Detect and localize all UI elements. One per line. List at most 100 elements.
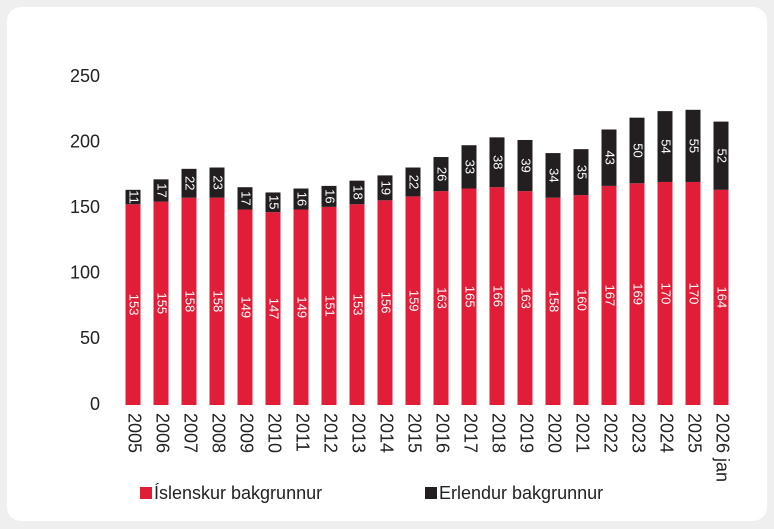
bar-segment [377,200,393,405]
bar-segment [181,168,197,198]
x-tick-label: 2008 [208,413,228,453]
bar-segment [433,191,449,405]
legend-swatch [425,487,437,499]
bar-segment [461,145,477,189]
value-label: 15 [267,195,282,209]
value-label: 52 [715,148,730,162]
value-label: 50 [631,143,646,157]
bar-segment [153,201,169,405]
x-tick-label: 2024 [656,413,676,453]
bar-segment [349,204,365,405]
bar-segment [209,167,225,198]
value-label: 54 [659,139,674,153]
value-label: 170 [659,283,674,305]
bar-segment [629,183,645,405]
value-label: 163 [435,287,450,309]
value-label: 155 [155,292,170,314]
bar-segment [601,129,617,186]
x-tick-label: 2020 [544,413,564,453]
x-tick-label: 2011 [292,413,312,452]
value-label: 16 [323,189,338,203]
x-tick-label: 2014 [376,413,396,453]
x-tick-label: 2025 [684,413,704,453]
value-label: 17 [155,183,170,197]
legend-label: Erlendur bakgrunnur [439,483,603,503]
legend-swatch [140,487,152,499]
value-label: 160 [575,289,590,311]
x-tick-label: 2026 jan [712,413,732,482]
value-label: 153 [127,294,142,316]
value-label: 34 [547,168,562,182]
bar-segment [573,195,589,405]
x-tick-label: 2006 [152,413,172,453]
value-label: 170 [687,283,702,305]
bar-segment [349,180,365,205]
value-label: 19 [379,181,394,195]
value-label: 163 [519,287,534,309]
bar-segment [265,212,281,405]
value-label: 17 [239,191,254,205]
bar-segment [545,197,561,405]
value-label: 166 [491,285,506,307]
bar-segment [629,117,645,184]
bar-segment [405,196,421,405]
x-tick-label: 2019 [516,413,536,453]
x-tick-label: 2012 [320,413,340,453]
value-label: 38 [491,155,506,169]
value-label: 156 [379,292,394,314]
value-label: 39 [519,158,534,172]
value-label: 158 [211,291,226,313]
value-label: 16 [295,192,310,206]
bar-segment [573,149,589,196]
value-label: 158 [547,291,562,313]
bar-segment [657,181,673,405]
value-label: 43 [603,150,618,164]
bar-segment [433,157,449,192]
y-tick-label: 50 [80,328,100,348]
value-label: 159 [407,290,422,312]
value-label: 55 [687,139,702,153]
bar-segment [685,109,701,182]
value-label: 22 [183,176,198,190]
x-tick-label: 2007 [180,413,200,453]
x-tick-label: 2023 [628,413,648,453]
value-label: 149 [295,296,310,318]
bar-segment [209,197,225,405]
bar-segment [237,209,253,405]
x-tick-label: 2016 [432,413,452,453]
bar-segment [265,192,281,213]
bar-segment [321,185,337,207]
value-label: 169 [631,283,646,305]
x-tick-label: 2010 [264,413,284,453]
value-label: 22 [407,175,422,189]
bar-segment [153,179,169,202]
value-label: 164 [715,287,730,309]
legend-label: Íslenskur bakgrunnur [154,483,322,503]
bar-segment [377,175,393,201]
x-tick-label: 2018 [488,413,508,453]
value-label: 11 [127,190,142,204]
x-tick-label: 2021 [572,413,592,453]
x-tick-label: 2005 [124,413,144,453]
bar-segment [125,204,141,405]
bar-segment [545,153,561,198]
bar-segment [405,167,421,197]
x-tick-label: 2013 [348,413,368,453]
value-label: 158 [183,291,198,313]
x-tick-label: 2015 [404,413,424,453]
y-tick-label: 200 [70,131,100,151]
bar-segment [321,206,337,405]
bar-segment [125,189,141,205]
bar-segment [461,188,477,405]
y-tick-label: 100 [70,263,100,283]
bar-segment [517,191,533,405]
bar-segment [489,187,505,405]
bar-segment [657,111,673,182]
x-tick-label: 2017 [460,413,480,453]
bar-segment [181,197,197,405]
value-label: 35 [575,165,590,179]
value-label: 147 [267,298,282,320]
bar-segment [489,137,505,188]
bar-segment [517,139,533,192]
